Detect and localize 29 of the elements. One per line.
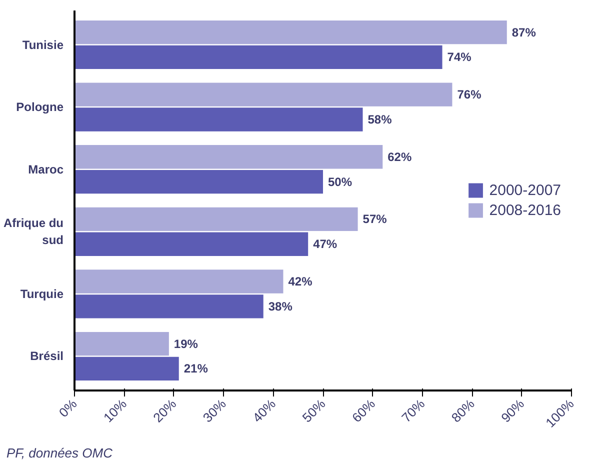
data-label: 87% <box>512 25 536 40</box>
y-tick-label: Turquie <box>20 286 64 301</box>
text: PF, données OMC <box>6 446 114 460</box>
legend-label: 2008-2016 <box>489 202 561 218</box>
x-tick-label: 70% <box>398 396 428 426</box>
data-label: 19% <box>174 336 198 351</box>
data-label: 50% <box>328 174 352 189</box>
y-tick-label: Tunisie <box>22 38 64 52</box>
data-label: 74% <box>447 50 472 64</box>
x-tick-label: 40% <box>250 396 279 426</box>
data-label: 58% <box>368 112 392 127</box>
x-tick-label: 80% <box>448 396 478 426</box>
data-label: 21% <box>184 362 208 376</box>
data-label: 38% <box>268 299 293 314</box>
x-tick-label: 50% <box>299 396 329 426</box>
data-label: 76% <box>457 88 482 102</box>
x-tick-label: 0% <box>56 396 80 420</box>
legend-label: 2000-2007 <box>489 182 561 198</box>
y-tick-label: Pologne <box>16 100 64 114</box>
x-tick-label: 30% <box>200 396 230 426</box>
y-tick-label: Afrique du sud <box>4 216 64 248</box>
x-tick-label: 90% <box>498 396 528 426</box>
y-tick-label: Brésil <box>30 349 64 364</box>
data-label: 47% <box>313 237 338 252</box>
data-label: 42% <box>288 274 313 288</box>
data-label: 62% <box>388 150 412 164</box>
x-tick-label: 60% <box>349 396 378 426</box>
data-label: 57% <box>362 212 388 226</box>
y-tick-label: Maroc <box>28 162 64 176</box>
